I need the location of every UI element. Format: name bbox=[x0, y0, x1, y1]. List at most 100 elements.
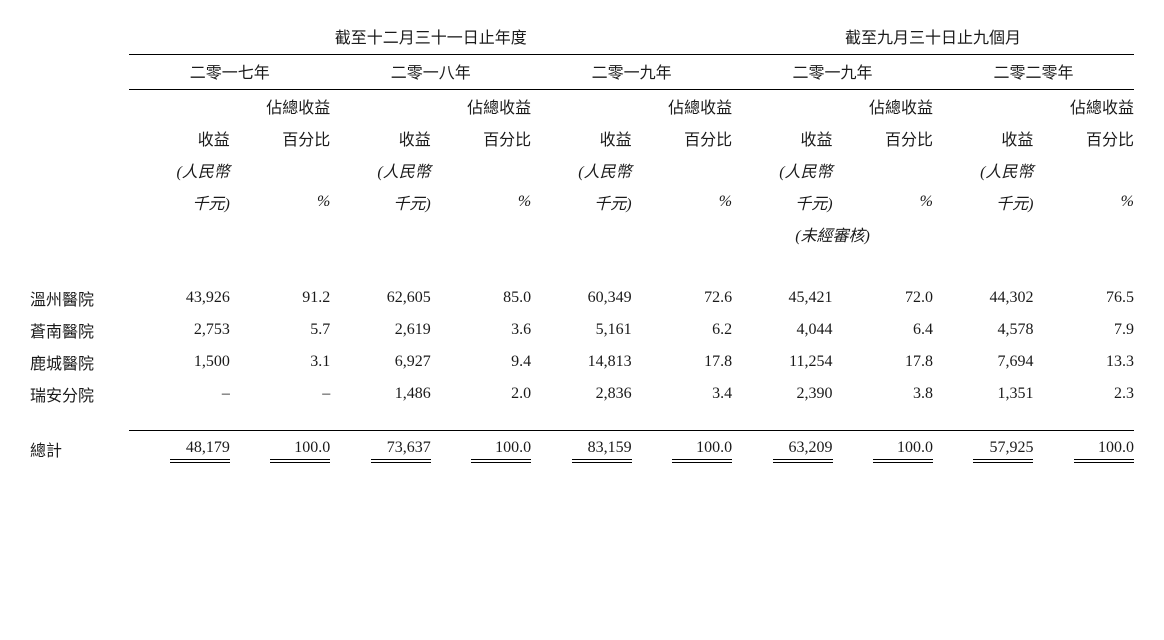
year-2019a: 二零一九年 bbox=[531, 55, 732, 90]
pct-label: 百分比 bbox=[230, 122, 330, 154]
cell: 2,753 bbox=[129, 314, 229, 346]
subheader-labels: 收益百分比 收益百分比 收益百分比 收益百分比 收益百分比 bbox=[30, 122, 1134, 154]
pct-unit: % bbox=[632, 186, 732, 218]
period-header-row: 截至十二月三十一日止年度 截至九月三十日止九個月 bbox=[30, 20, 1134, 55]
total-row: 總計 48,179 100.0 73,637 100.0 83,159 100.… bbox=[30, 431, 1134, 468]
cell: 62,605 bbox=[330, 282, 430, 314]
cell: 6.2 bbox=[632, 314, 732, 346]
unit-top: (人民幣 bbox=[129, 154, 229, 186]
subheader-pct-top: 佔總收益 佔總收益 佔總收益 佔總收益 佔總收益 bbox=[30, 90, 1134, 123]
cell: 91.2 bbox=[230, 282, 330, 314]
cell: 6.4 bbox=[833, 314, 933, 346]
cell: 60,349 bbox=[531, 282, 631, 314]
year-2018: 二零一八年 bbox=[330, 55, 531, 90]
revenue-label: 收益 bbox=[531, 122, 631, 154]
cell: 14,813 bbox=[531, 346, 631, 378]
pct-label: 百分比 bbox=[1033, 122, 1134, 154]
pct-label: 百分比 bbox=[833, 122, 933, 154]
unit-bottom: 千元) bbox=[330, 186, 430, 218]
cell: 45,421 bbox=[732, 282, 832, 314]
row-label-ruian: 瑞安分院 bbox=[30, 378, 129, 410]
cell: 5.7 bbox=[230, 314, 330, 346]
table-row: 蒼南醫院 2,7535.7 2,6193.6 5,1616.2 4,0446.4… bbox=[30, 314, 1134, 346]
table-row: 鹿城醫院 1,5003.1 6,9279.4 14,81317.8 11,254… bbox=[30, 346, 1134, 378]
cell: 2,619 bbox=[330, 314, 430, 346]
cell: 4,044 bbox=[732, 314, 832, 346]
cell: 11,254 bbox=[732, 346, 832, 378]
year-2017: 二零一七年 bbox=[129, 55, 330, 90]
total-cell: 100.0 bbox=[230, 431, 330, 468]
cell: 1,500 bbox=[129, 346, 229, 378]
revenue-label: 收益 bbox=[129, 122, 229, 154]
total-cell: 63,209 bbox=[732, 431, 832, 468]
cell: 44,302 bbox=[933, 282, 1033, 314]
pct-top-label: 佔總收益 bbox=[230, 90, 330, 123]
unit-bottom: 千元) bbox=[129, 186, 229, 218]
row-label-cangnan: 蒼南醫院 bbox=[30, 314, 129, 346]
cell: 2.0 bbox=[431, 378, 531, 410]
year-header-row: 二零一七年 二零一八年 二零一九年 二零一九年 二零二零年 bbox=[30, 55, 1134, 90]
cell: 43,926 bbox=[129, 282, 229, 314]
pct-top-label: 佔總收益 bbox=[833, 90, 933, 123]
total-cell: 83,159 bbox=[531, 431, 631, 468]
unit-top: (人民幣 bbox=[933, 154, 1033, 186]
revenue-label: 收益 bbox=[330, 122, 430, 154]
cell: 17.8 bbox=[632, 346, 732, 378]
pct-top-label: 佔總收益 bbox=[1033, 90, 1134, 123]
year-2019b: 二零一九年 bbox=[732, 55, 933, 90]
pct-unit: % bbox=[431, 186, 531, 218]
total-cell: 48,179 bbox=[129, 431, 229, 468]
table-row: 溫州醫院 43,92691.2 62,60585.0 60,34972.6 45… bbox=[30, 282, 1134, 314]
pct-top-label: 佔總收益 bbox=[632, 90, 732, 123]
total-cell: 73,637 bbox=[330, 431, 430, 468]
cell: 3.1 bbox=[230, 346, 330, 378]
cell: 72.6 bbox=[632, 282, 732, 314]
cell: 2,390 bbox=[732, 378, 832, 410]
cell: 1,351 bbox=[933, 378, 1033, 410]
total-label: 總計 bbox=[30, 431, 129, 468]
unit-bottom: 千元) bbox=[531, 186, 631, 218]
unit-top: (人民幣 bbox=[531, 154, 631, 186]
pct-unit: % bbox=[833, 186, 933, 218]
unit-bottom: 千元) bbox=[732, 186, 832, 218]
unit-top: (人民幣 bbox=[732, 154, 832, 186]
pct-unit: % bbox=[230, 186, 330, 218]
table-row: 瑞安分院 –– 1,4862.0 2,8363.4 2,3903.8 1,351… bbox=[30, 378, 1134, 410]
total-cell: 100.0 bbox=[833, 431, 933, 468]
cell: 3.6 bbox=[431, 314, 531, 346]
revenue-label: 收益 bbox=[732, 122, 832, 154]
total-cell: 100.0 bbox=[1033, 431, 1134, 468]
cell: 2,836 bbox=[531, 378, 631, 410]
cell: 3.8 bbox=[833, 378, 933, 410]
cell: 17.8 bbox=[833, 346, 933, 378]
pct-label: 百分比 bbox=[632, 122, 732, 154]
unit-bottom: 千元) bbox=[933, 186, 1033, 218]
cell: 76.5 bbox=[1033, 282, 1134, 314]
cell: 7.9 bbox=[1033, 314, 1134, 346]
year-2020: 二零二零年 bbox=[933, 55, 1134, 90]
subheader-unit-top: (人民幣 (人民幣 (人民幣 (人民幣 (人民幣 bbox=[30, 154, 1134, 186]
cell: 4,578 bbox=[933, 314, 1033, 346]
total-cell: 57,925 bbox=[933, 431, 1033, 468]
cell: 6,927 bbox=[330, 346, 430, 378]
pct-top-label: 佔總收益 bbox=[431, 90, 531, 123]
cell: 1,486 bbox=[330, 378, 430, 410]
subheader-unit-bottom: 千元)% 千元)% 千元)% 千元)% 千元)% bbox=[30, 186, 1134, 218]
pct-label: 百分比 bbox=[431, 122, 531, 154]
cell: – bbox=[230, 378, 330, 410]
subheader-unaudited: (未經審核) bbox=[30, 218, 1134, 250]
cell: 7,694 bbox=[933, 346, 1033, 378]
total-cell: 100.0 bbox=[431, 431, 531, 468]
cell: 72.0 bbox=[833, 282, 933, 314]
revenue-label: 收益 bbox=[933, 122, 1033, 154]
cell: 9.4 bbox=[431, 346, 531, 378]
cell: 85.0 bbox=[431, 282, 531, 314]
cell: 3.4 bbox=[632, 378, 732, 410]
period-header-interim: 截至九月三十日止九個月 bbox=[732, 20, 1134, 55]
cell: – bbox=[129, 378, 229, 410]
period-header-annual: 截至十二月三十一日止年度 bbox=[129, 20, 732, 55]
total-cell: 100.0 bbox=[632, 431, 732, 468]
unit-top: (人民幣 bbox=[330, 154, 430, 186]
unaudited-label: (未經審核) bbox=[732, 218, 933, 250]
cell: 13.3 bbox=[1033, 346, 1134, 378]
